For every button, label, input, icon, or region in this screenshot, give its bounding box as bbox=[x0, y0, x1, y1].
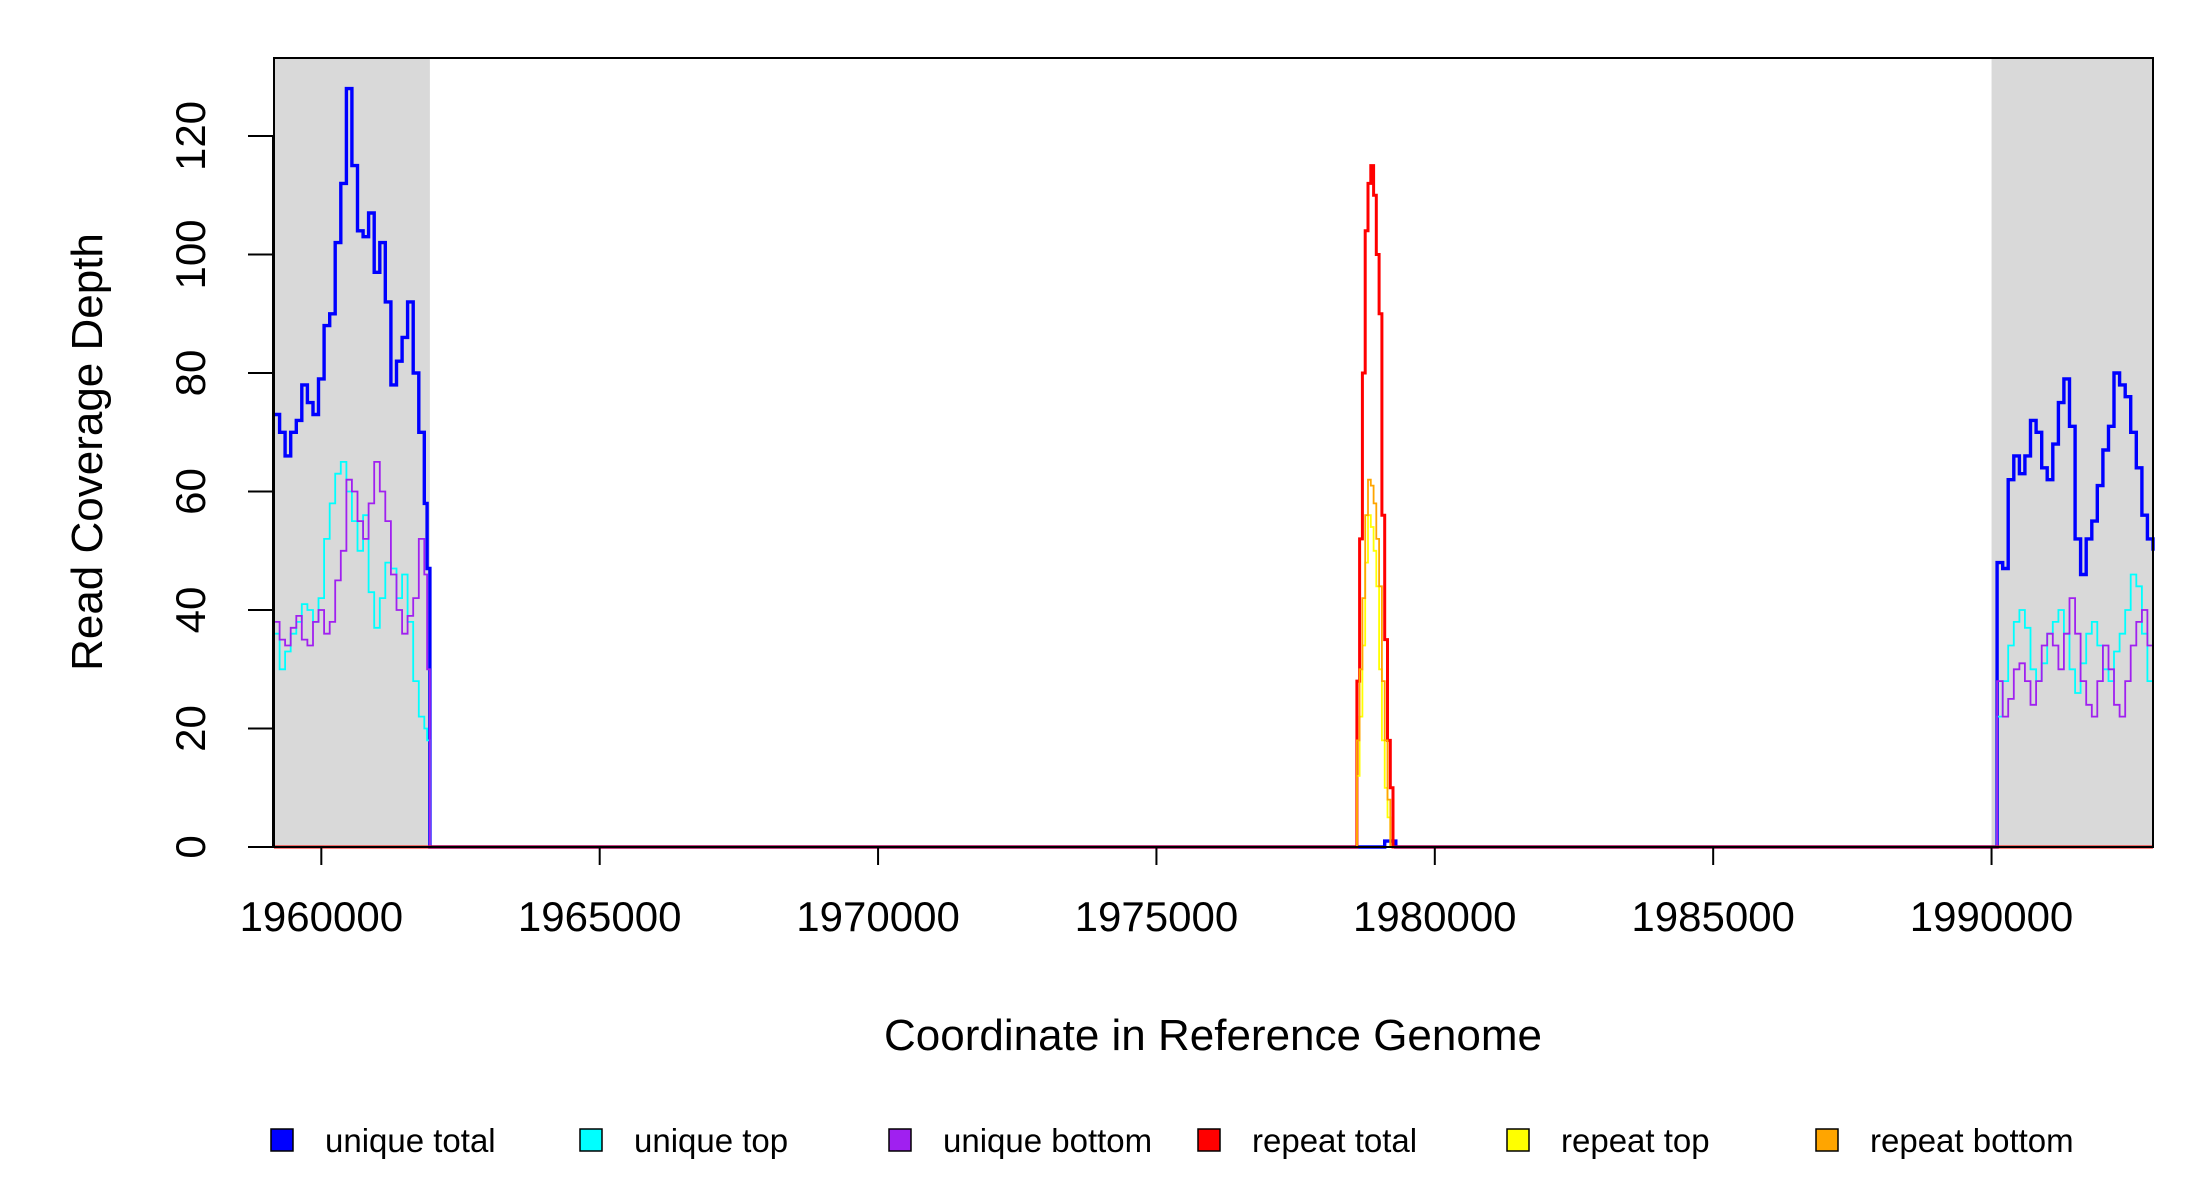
y-axis: 0 20 40 60 80 100 120 bbox=[167, 101, 274, 859]
y-tick-label: 0 bbox=[167, 835, 214, 858]
legend-swatch bbox=[1506, 1128, 1530, 1152]
y-tick-label: 20 bbox=[167, 705, 214, 752]
legend-item-repeat-bottom: repeat bottom bbox=[1815, 1122, 2074, 1159]
x-axis-title: Coordinate in Reference Genome bbox=[884, 1011, 1542, 1060]
x-tick-label: 1990000 bbox=[1910, 893, 2074, 940]
legend-swatch bbox=[1815, 1128, 1839, 1152]
legend-swatch bbox=[888, 1128, 912, 1152]
y-axis-title: Read Coverage Depth bbox=[63, 233, 112, 671]
plot-frame bbox=[273, 57, 2154, 848]
legend-swatch bbox=[270, 1128, 294, 1152]
x-tick-label: 1970000 bbox=[796, 893, 960, 940]
series-line-repeat-bottom bbox=[274, 478, 2153, 848]
series-line-repeat-top bbox=[274, 514, 2153, 848]
legend-label: unique top bbox=[634, 1122, 788, 1159]
y-tick-label: 60 bbox=[167, 468, 214, 515]
series-line-unique-bottom bbox=[274, 461, 2154, 848]
y-tick-label: 40 bbox=[167, 587, 214, 634]
legend-label: unique total bbox=[325, 1122, 496, 1159]
x-tick-label: 1960000 bbox=[240, 893, 404, 940]
y-tick-label: 120 bbox=[167, 101, 214, 171]
legend-item-repeat-total: repeat total bbox=[1197, 1122, 1417, 1159]
legend-label: repeat bottom bbox=[1870, 1122, 2074, 1159]
x-axis: 1960000 1965000 1970000 1975000 1980000 19850… bbox=[240, 846, 2074, 940]
legend-label: unique bottom bbox=[943, 1122, 1152, 1159]
x-tick-label: 1985000 bbox=[1631, 893, 1795, 940]
legend-label: repeat top bbox=[1561, 1122, 1710, 1159]
legend-swatch bbox=[1197, 1128, 1221, 1152]
y-tick-label: 100 bbox=[167, 219, 214, 289]
shaded-regions bbox=[274, 58, 2153, 847]
series-line-repeat-total bbox=[274, 164, 2153, 849]
series-line-unique-top bbox=[274, 461, 2154, 848]
legend: unique total unique top unique bottom repea… bbox=[270, 1122, 2074, 1159]
legend-item-unique-bottom: unique bottom bbox=[888, 1122, 1152, 1159]
x-tick-label: 1965000 bbox=[518, 893, 682, 940]
legend-label: repeat total bbox=[1252, 1122, 1417, 1159]
x-tick-label: 1980000 bbox=[1353, 893, 1517, 940]
legend-item-unique-top: unique top bbox=[579, 1122, 788, 1159]
y-tick-label: 80 bbox=[167, 350, 214, 397]
legend-item-repeat-top: repeat top bbox=[1506, 1122, 1710, 1159]
x-tick-label: 1975000 bbox=[1075, 893, 1239, 940]
series-line-unique-total bbox=[274, 86, 2155, 849]
shaded-region-2 bbox=[1991, 58, 2153, 847]
legend-swatch bbox=[579, 1128, 603, 1152]
series-lines bbox=[274, 86, 2155, 849]
legend-item-unique-total: unique total bbox=[270, 1122, 496, 1159]
shaded-region-1 bbox=[274, 58, 430, 847]
